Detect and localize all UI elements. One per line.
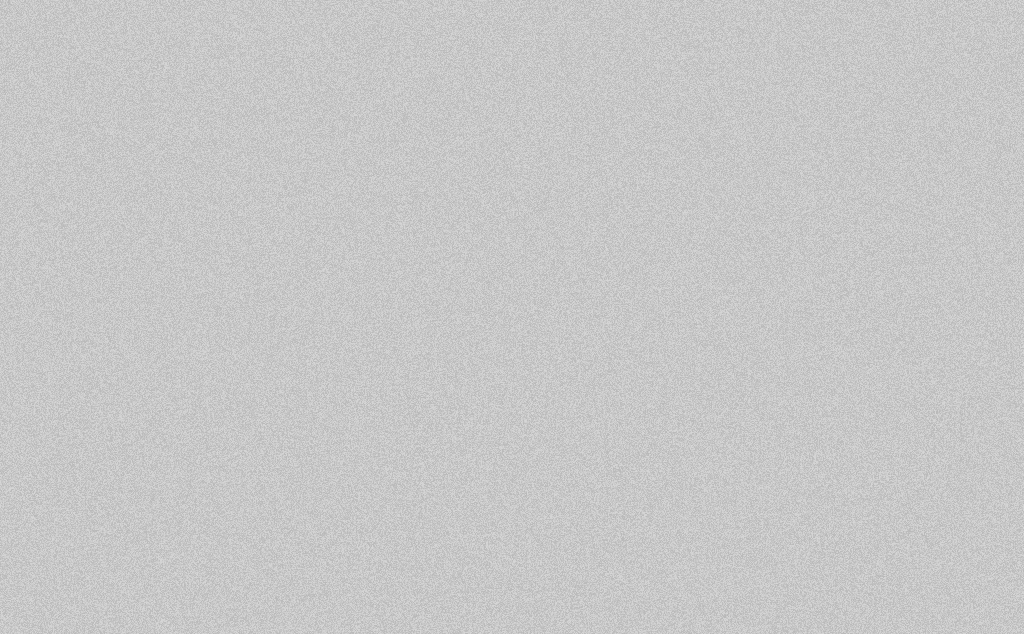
Point (977, 290, 993, 300)
Point (317, 278, 334, 288)
Point (475, 145, 492, 155)
Point (938, 257, 954, 268)
Point (268, 342, 285, 353)
Point (386, 383, 402, 393)
Point (347, 339, 364, 349)
Point (544, 257, 560, 268)
Point (495, 193, 511, 203)
Point (652, 278, 669, 288)
Point (170, 278, 186, 288)
Point (130, 298, 146, 308)
Point (179, 189, 196, 199)
Point (819, 229, 836, 239)
Point (770, 286, 786, 296)
Point (800, 278, 816, 288)
Point (889, 242, 905, 252)
Point (307, 318, 324, 328)
Point (249, 391, 265, 401)
Point (672, 177, 688, 187)
Point (258, 391, 274, 401)
Point (189, 294, 206, 304)
Point (524, 249, 541, 259)
Point (712, 237, 728, 247)
Point (642, 269, 658, 280)
Point (209, 310, 225, 320)
Point (91, 148, 108, 158)
Point (563, 330, 580, 340)
Point (810, 278, 826, 288)
Point (426, 399, 442, 409)
Point (731, 351, 748, 361)
Point (140, 286, 157, 296)
Point (908, 371, 925, 381)
Point (81, 132, 97, 142)
Point (948, 257, 965, 268)
Point (228, 378, 245, 389)
Point (534, 254, 550, 264)
Point (691, 233, 708, 243)
Point (849, 217, 865, 227)
Point (435, 439, 452, 450)
Point (377, 371, 393, 381)
Y-axis label: Temperatura (°C): Temperatura (°C) (14, 256, 28, 391)
Point (612, 274, 629, 284)
Point (199, 229, 215, 239)
Point (957, 266, 974, 276)
Point (465, 229, 481, 239)
Point (633, 290, 649, 300)
Title: PREDAZZO
TEMPERATURE MEDIE
OTTOBRE: PREDAZZO TEMPERATURE MEDIE OTTOBRE (437, 14, 638, 74)
Point (840, 257, 856, 268)
Point (919, 318, 935, 328)
Point (829, 116, 846, 126)
Point (416, 318, 432, 328)
Point (869, 209, 886, 219)
Point (445, 371, 462, 381)
Point (987, 213, 1004, 223)
Point (593, 213, 609, 223)
Point (663, 145, 679, 155)
Point (584, 249, 600, 259)
Point (791, 116, 807, 126)
Point (278, 339, 294, 349)
Point (160, 310, 176, 320)
Point (682, 193, 698, 203)
Point (337, 314, 353, 324)
Point (603, 298, 620, 308)
Point (573, 261, 590, 271)
Point (879, 237, 895, 247)
Point (356, 427, 373, 437)
Point (554, 516, 570, 526)
Point (150, 290, 166, 300)
Point (100, 140, 117, 150)
Point (406, 318, 422, 328)
Point (968, 254, 984, 264)
Point (898, 261, 914, 271)
Point (514, 229, 530, 239)
Point (367, 342, 383, 353)
Point (701, 257, 718, 268)
Point (751, 278, 767, 288)
Point (623, 213, 639, 223)
Point (239, 387, 255, 397)
Point (780, 278, 797, 288)
Point (761, 298, 777, 308)
Point (505, 217, 521, 227)
X-axis label: Anno: Anno (517, 606, 557, 620)
Point (396, 375, 413, 385)
Point (741, 213, 758, 223)
Point (859, 205, 876, 215)
Point (456, 237, 472, 247)
Point (219, 399, 236, 409)
Point (721, 278, 737, 288)
Point (288, 378, 304, 389)
Point (111, 242, 127, 252)
Point (928, 181, 944, 191)
Legend: ·2017, Anni precedenti, Media attesa: ·2017, Anni precedenti, Media attesa (855, 87, 1004, 153)
Point (298, 387, 314, 397)
Point (327, 318, 343, 328)
Point (120, 266, 136, 276)
Point (484, 177, 501, 187)
